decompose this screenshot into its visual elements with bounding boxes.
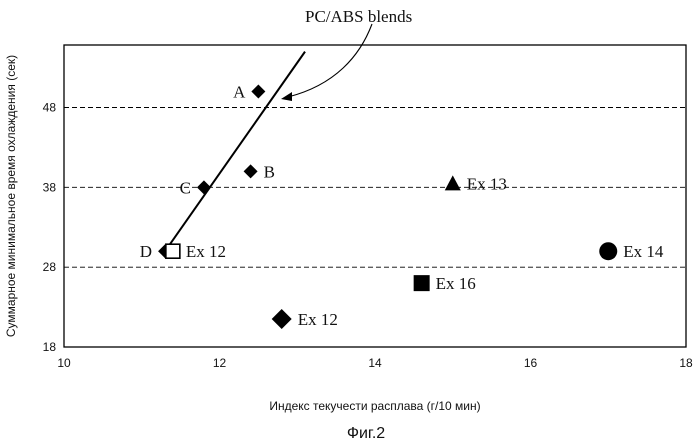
x-tick-label: 12: [213, 356, 227, 370]
point-marker-diamond: [197, 180, 211, 194]
x-axis-title: Индекс текучести расплава (г/10 мин): [269, 399, 480, 413]
point-label: Ex 14: [623, 242, 664, 261]
point-marker-diamond: [244, 164, 258, 178]
gridlines: [64, 108, 686, 268]
x-tick-label: 10: [57, 356, 71, 370]
annotation-text: PC/ABS blends: [305, 7, 412, 26]
point-label: B: [264, 162, 275, 181]
x-tick-label: 18: [679, 356, 693, 370]
plot-area-frame: [64, 45, 686, 347]
point-label: Ex 12: [298, 310, 338, 329]
axis-ticks: 10 12 14 16 18 18 28 38 48: [43, 101, 693, 371]
y-tick-label: 48: [43, 101, 57, 115]
point-label: C: [180, 178, 191, 197]
point-marker-diamond: [251, 85, 265, 99]
point-label: D: [140, 242, 152, 261]
point-marker-triangle: [445, 175, 461, 190]
point-label: Ex 16: [436, 274, 476, 293]
y-tick-label: 38: [43, 180, 57, 194]
annotation-arrowhead: [281, 92, 292, 101]
y-tick-label: 28: [43, 260, 57, 274]
point-marker-square: [414, 275, 430, 291]
point-label: Ex 13: [467, 174, 507, 193]
figure-caption: Фиг.2: [347, 425, 385, 442]
x-tick-label: 16: [524, 356, 538, 370]
point-marker-open-square: [166, 244, 180, 258]
y-axis-title: Суммарное минимальное время охлаждения (…: [4, 55, 18, 337]
point-marker-circle: [599, 242, 617, 260]
x-tick-label: 14: [368, 356, 382, 370]
data-points: A B C D Ex 12 Ex 12 Ex 13 Ex 14 Ex 16: [140, 83, 664, 330]
annotation-arrow: [288, 24, 372, 97]
point-label: A: [233, 83, 246, 102]
point-marker-diamond: [272, 309, 292, 329]
y-tick-label: 18: [43, 340, 57, 354]
point-label: Ex 12: [186, 242, 226, 261]
